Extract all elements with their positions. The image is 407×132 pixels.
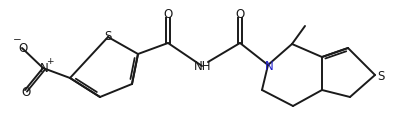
Text: +: + — [46, 58, 54, 67]
Text: N: N — [39, 62, 48, 76]
Text: O: O — [235, 8, 245, 20]
Text: O: O — [22, 86, 31, 98]
Text: O: O — [163, 8, 173, 20]
Text: N: N — [265, 60, 274, 72]
Text: S: S — [104, 29, 112, 43]
Text: S: S — [377, 70, 385, 84]
Text: O: O — [18, 41, 28, 55]
Text: −: − — [13, 35, 22, 45]
Text: NH: NH — [194, 60, 212, 74]
